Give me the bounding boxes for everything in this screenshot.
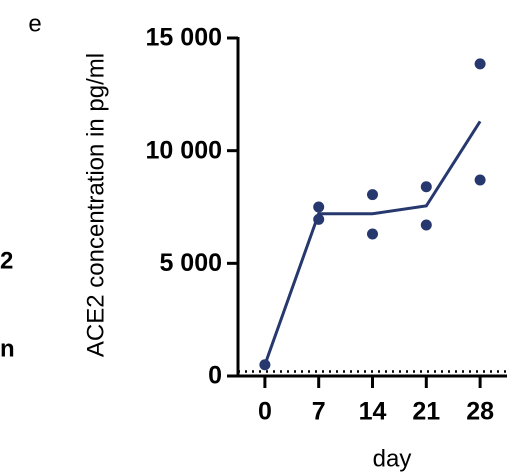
- y-tick-label: 10 000: [146, 136, 222, 164]
- y-tick-label: 0: [208, 362, 222, 390]
- data-point: [367, 228, 378, 240]
- x-axis-label: day: [373, 445, 412, 472]
- data-point: [313, 213, 325, 225]
- data-point: [259, 359, 271, 371]
- data-point: [474, 174, 486, 186]
- data-point: [367, 189, 378, 201]
- mean-line: [263, 120, 482, 366]
- data-point: [474, 58, 486, 70]
- x-tick-label: 21: [412, 398, 440, 426]
- x-tick-label: 0: [258, 398, 272, 426]
- x-tick-label: 14: [359, 398, 387, 426]
- data-point: [420, 181, 432, 193]
- y-axis-label: ACE2 concentration in pg/ml: [82, 53, 109, 357]
- panel-label: e: [28, 10, 41, 37]
- x-tick-label: 28: [466, 398, 494, 426]
- data-point: [420, 219, 432, 231]
- x-tick-label: 7: [312, 398, 326, 426]
- y-tick-label: 5 000: [159, 249, 222, 277]
- data-point: [313, 201, 325, 213]
- y-tick-label: 15 000: [146, 24, 222, 52]
- fragment: n: [0, 335, 15, 362]
- fragment: 2: [0, 247, 13, 274]
